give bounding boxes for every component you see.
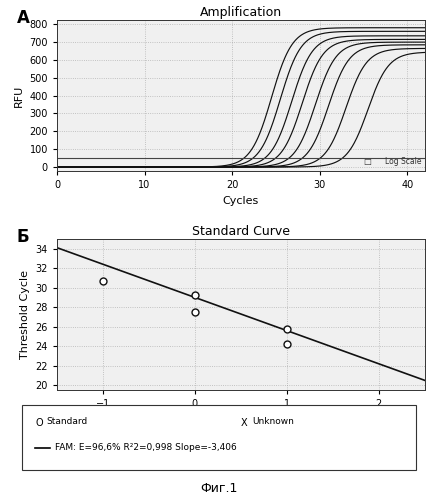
Text: Standard: Standard bbox=[46, 418, 87, 426]
X-axis label: Log Starting Quantity: Log Starting Quantity bbox=[181, 414, 301, 424]
Text: FAM: E=96,6% R²2=0,998 Slope=-3,406: FAM: E=96,6% R²2=0,998 Slope=-3,406 bbox=[55, 443, 237, 452]
Y-axis label: RFU: RFU bbox=[14, 84, 24, 106]
Text: Log Scale: Log Scale bbox=[385, 158, 421, 166]
X-axis label: Cycles: Cycles bbox=[223, 196, 259, 205]
Title: Standard Curve: Standard Curve bbox=[192, 225, 290, 238]
Title: Amplification: Amplification bbox=[200, 6, 282, 19]
Text: Unknown: Unknown bbox=[252, 418, 294, 426]
Text: O: O bbox=[35, 418, 42, 428]
Text: X: X bbox=[241, 418, 247, 428]
Text: Б: Б bbox=[17, 228, 29, 246]
Text: A: A bbox=[17, 10, 29, 28]
Text: Фиг.1: Фиг.1 bbox=[200, 482, 238, 495]
Y-axis label: Threshold Cycle: Threshold Cycle bbox=[20, 270, 30, 359]
Text: □: □ bbox=[364, 158, 371, 166]
